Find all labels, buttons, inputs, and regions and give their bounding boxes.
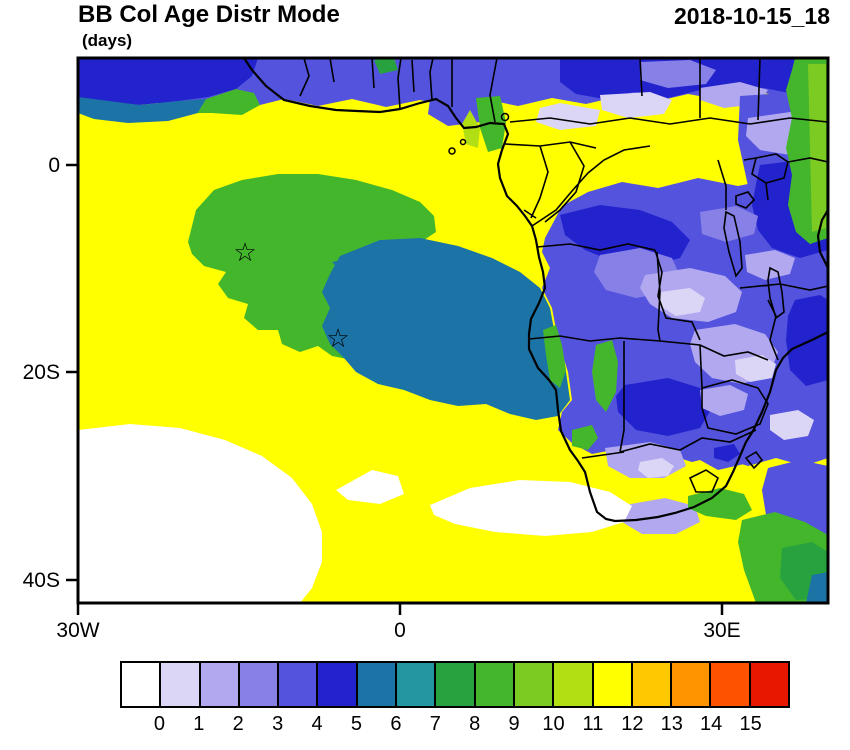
map-fill-layers: ☆ ☆ [78,58,828,603]
colorbar-label-9: 9 [508,713,520,735]
map-canvas: ☆ ☆ 0 20S 40S 30W 0 30E [23,56,830,642]
axis-ticks [66,163,724,615]
colorbar-box-1 [161,663,201,706]
colorbar-box-14 [672,663,712,706]
colorbar-box-5 [318,663,358,706]
colorbar-box-9 [475,663,515,706]
plot-date: 2018-10-15_18 [673,3,830,29]
map-frame [76,56,830,605]
colorbar-box-15 [711,663,751,706]
x-tick-30e: 30E [703,619,740,642]
colorbar-label-4: 4 [311,713,323,735]
coastline [243,58,828,523]
colorbar-label-7: 7 [429,713,441,735]
colorbar-box-0 [122,663,162,706]
colorbar-label-8: 8 [469,713,481,735]
x-tick-0: 0 [394,619,406,642]
plot-title: BB Col Age Distr Mode [78,1,340,28]
colorbar-label-12: 12 [621,713,644,735]
colorbar-box-8 [436,663,476,706]
colorbar-label-13: 13 [660,713,683,735]
country-borders [299,58,828,493]
colorbar-label-14: 14 [700,713,723,735]
y-tick-20s: 20S [23,361,60,384]
colorbar-box-7 [397,663,437,706]
y-tick-40s: 40S [23,569,60,592]
colorbar-label-11: 11 [582,713,604,735]
y-tick-0: 0 [48,154,60,177]
colorbar-label-10: 10 [542,713,565,735]
colorbar-box-4 [279,663,319,706]
colorbar-box-12 [593,663,633,706]
colorbar-label-1: 1 [193,713,205,735]
colorbar-box-13 [632,663,673,706]
colorbar-labels: 0 1 2 3 4 5 6 7 8 9 10 11 12 13 14 15 [120,713,790,741]
colorbar [120,661,790,708]
colorbar-label-2: 2 [232,713,244,735]
island-principe [459,138,467,146]
x-tick-30w: 30W [56,619,99,642]
star-marker-1: ☆ [233,238,256,268]
colorbar-label-0: 0 [153,713,165,735]
star-marker-2: ☆ [326,324,349,354]
island-sao-tome [448,147,456,155]
colorbar-label-15: 15 [739,713,762,735]
colorbar-box-16 [750,663,789,706]
colorbar-box-3 [239,663,280,706]
colorbar-box-2 [200,663,240,706]
colorbar-label-6: 6 [390,713,402,735]
colorbar-boxes [122,663,789,706]
plot-units-label: (days) [82,31,133,50]
colorbar-label-5: 5 [350,713,363,735]
colorbar-label-3: 3 [272,713,284,735]
colorbar-box-10 [514,663,555,706]
colorbar-box-11 [554,663,594,706]
colorbar-box-6 [357,663,398,706]
island-bioko [500,112,510,122]
